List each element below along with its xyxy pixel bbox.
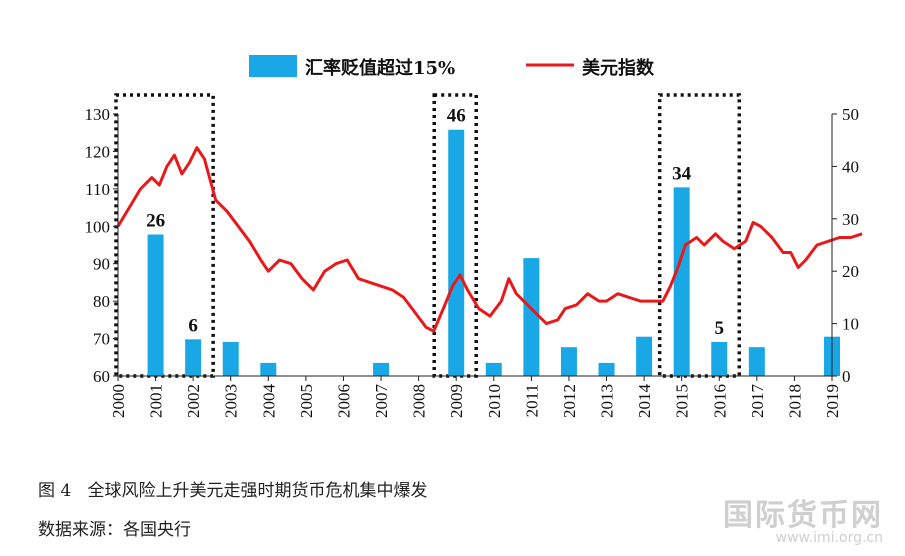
x-tick-label: 2019 [823,384,842,418]
left-tick-label: 90 [93,255,110,274]
right-tick-label: 30 [842,210,859,229]
left-tick-label: 100 [85,217,111,236]
x-tick-label: 2010 [485,384,504,418]
bar-2010 [485,362,502,376]
data-label-2002: 6 [188,315,198,336]
right-tick-label: 40 [842,157,859,176]
data-label-2015: 34 [672,163,692,184]
x-tick-label: 2006 [334,384,353,418]
left-tick-label: 130 [85,105,111,124]
bar-2004 [260,362,277,376]
bar-2009 [448,129,465,376]
bar-2017 [748,347,765,376]
x-tick-label: 2008 [410,384,429,418]
bar-data-labels: 26 6 46 34 5 [146,106,724,339]
watermark-url: www.imi.org.cn [775,530,883,546]
x-tick-label: 2002 [184,384,203,418]
x-tick-label: 2018 [785,384,804,418]
data-label-2001: 26 [146,211,165,232]
x-tick-label: 2015 [673,384,692,418]
legend: 汇率贬值超过15% 美元指数 [249,55,655,79]
legend-bar-label: 汇率贬值超过15% [305,57,455,79]
bar-2007 [373,362,390,376]
x-tick-label: 2004 [259,384,278,419]
x-tick-label: 2017 [748,384,767,419]
figure-caption: 图 4 全球风险上升美元走强时期货币危机集中爆发 [38,476,427,501]
left-tick-label: 60 [93,367,110,386]
x-tick-label: 2012 [560,384,579,418]
highlight-box-1 [114,93,215,378]
x-tick-label: 2014 [635,384,654,419]
dollar-index-line [116,146,863,333]
highlight-boxes [114,93,742,378]
x-tick-label: 2009 [447,384,466,418]
legend-line-label: 美元指数 [582,57,655,79]
bar-2001 [147,234,164,376]
right-tick-label: 10 [842,315,859,334]
bar-2013 [598,362,615,376]
left-tick-label: 80 [93,292,110,311]
x-tick-label: 2000 [109,384,128,418]
figure-title: 全球风险上升美元走强时期货币危机集中爆发 [87,481,428,501]
bar-2012 [560,347,577,376]
right-tick-label: 50 [842,105,859,124]
x-tick-label: 2007 [372,384,391,419]
bar-series [147,129,840,376]
highlight-box-3 [657,93,742,378]
line-series [116,146,863,333]
legend-bar-swatch [249,55,297,77]
x-tick-label: 2005 [297,384,316,418]
watermark-logo: 国际货币网 [723,498,883,533]
bar-2014 [636,336,653,376]
bar-2016 [711,341,728,376]
figure-number: 图 4 [38,481,72,501]
bar-2011 [523,258,540,376]
data-source: 数据来源：各国央行 [38,520,191,540]
x-tick-label: 2001 [147,384,166,418]
data-label-2009: 46 [447,106,466,127]
left-tick-label: 70 [93,330,110,349]
bar-2003 [222,341,239,376]
x-tick-label: 2016 [710,384,729,418]
x-tick-label: 2011 [522,384,541,417]
data-label-2016: 5 [715,318,725,339]
axes: 60 70 80 90 100 110 120 130 0 10 20 30 40 50 2000 2001 2… [85,105,860,418]
bar-2002 [185,339,202,376]
right-tick-label: 0 [842,367,851,386]
x-tick-label: 2013 [598,384,617,418]
right-tick-label: 20 [842,262,859,281]
x-tick-label: 2003 [222,384,241,418]
bar-2015 [673,187,690,376]
left-tick-label: 120 [85,142,111,161]
left-tick-label: 110 [85,180,110,199]
